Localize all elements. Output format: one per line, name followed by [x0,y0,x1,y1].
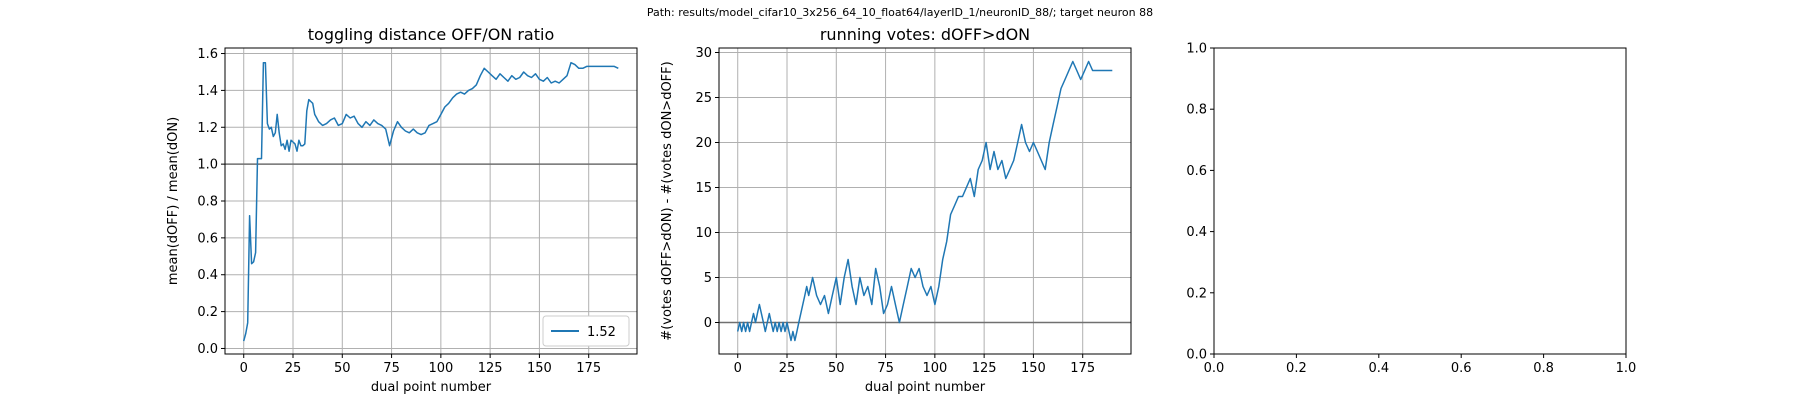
chart-title: toggling distance OFF/ON ratio [308,25,554,44]
y-tick-label: 5 [704,271,712,286]
x-tick-label: 0.0 [1204,361,1225,376]
x-tick-label: 0.2 [1286,361,1307,376]
legend-box [542,315,630,347]
panel-2: 0 25 50 75 100 125 150 175 0 5 10 15 20 25 30 running v… [660,25,1132,395]
x-tick-label: 100 [922,361,947,376]
x-tick-label: 175 [1070,361,1095,376]
chart-title: running votes: dOFF>dON [820,25,1030,44]
x-tick-label: 50 [828,361,845,376]
x-tick-label: 1.0 [1616,361,1637,376]
x-tick-label: 75 [877,361,894,376]
y-tick-label: 1.0 [197,158,218,173]
x-tick-label: 125 [478,361,503,376]
y-axis-label: #(votes dOFF>dON) - #(votes dON>dOFF) [660,61,675,340]
x-tick-label: 100 [428,361,453,376]
legend-entry: 1.52 [587,325,616,340]
series-line [736,60,1113,342]
x-tick-label: 0 [734,361,742,376]
legend: 1.52 [542,315,630,347]
y-tick-label: 1.6 [197,47,218,62]
y-tick-label: 0.0 [1186,348,1207,363]
x-tick-label: 0 [240,361,248,376]
y-tick-label: 0.2 [1186,286,1207,301]
x-axis-label: dual point number [371,380,492,395]
y-tick-label: 0.4 [1186,225,1207,240]
figure-suptitle: Path: results/model_cifar10_3x256_64_10_… [647,6,1153,19]
x-tick-label: 25 [285,361,302,376]
x-tick-label: 50 [334,361,351,376]
x-tick-label: 150 [1021,361,1046,376]
x-tick-label: 75 [383,361,400,376]
y-tick-label: 0.6 [197,231,218,246]
x-tick-label: 0.6 [1451,361,1472,376]
x-tick-label: 125 [972,361,997,376]
x-tick-label: 150 [527,361,552,376]
y-axis-label: mean(dOFF) / mean(dON) [166,117,181,285]
y-tick-label: 10 [695,226,712,241]
x-tick-label: 175 [576,361,601,376]
y-tick-label: 0.8 [197,195,218,210]
y-tick-label: 0 [704,316,712,331]
x-tick-label: 0.4 [1368,361,1389,376]
panel-3: 0.0 0.2 0.4 0.6 0.8 1.0 0.0 0.2 0.4 0.6 0.8 1.0 [1186,42,1636,377]
y-tick-label: 1.0 [1186,42,1207,57]
y-tick-label: 15 [695,181,712,196]
y-tick-label: 0.8 [1186,103,1207,118]
x-axis-label: dual point number [865,380,986,395]
axes-frame [718,47,1132,355]
y-tick-label: 0.6 [1186,164,1207,179]
x-tick-label: 0.8 [1533,361,1554,376]
y-tick-label: 20 [695,136,712,151]
series-line [242,61,619,342]
y-tick-label: 1.2 [197,121,218,136]
y-tick-label: 25 [695,91,712,106]
y-tick-label: 0.4 [197,268,218,283]
panel-1: 0 25 50 75 100 125 150 175 0.0 0.2 0.4 0.6 0.8 1.0 1.2… [166,25,638,395]
y-tick-label: 30 [695,46,712,61]
x-tick-label: 25 [779,361,796,376]
axes-frame [1213,47,1627,355]
y-tick-label: 0.0 [197,342,218,357]
y-tick-label: 0.2 [197,305,218,320]
y-tick-label: 1.4 [197,84,218,99]
